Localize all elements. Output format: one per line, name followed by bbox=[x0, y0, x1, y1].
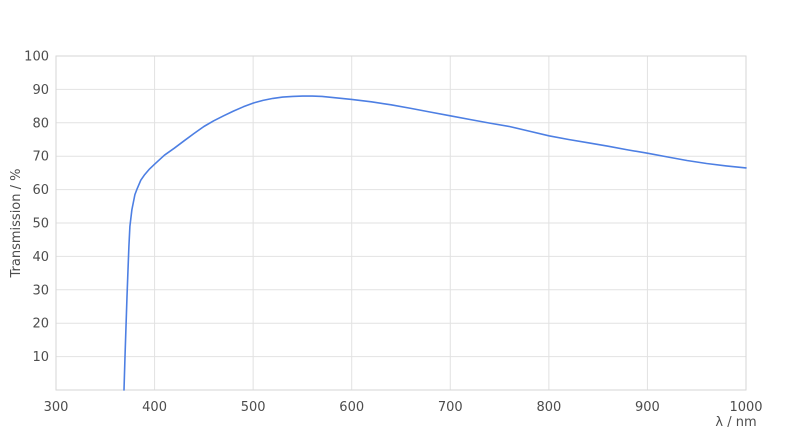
tick-labels: 300 400 500 600 700 800 900 1000 10 20 30 40 50 60 70 8… bbox=[24, 50, 762, 416]
y-tick-label: 100 bbox=[24, 50, 49, 65]
x-tick-label: 400 bbox=[142, 400, 167, 415]
x-axis-title: λ / nm bbox=[715, 415, 756, 430]
x-tick-label: 700 bbox=[438, 400, 463, 415]
y-tick-label: 80 bbox=[32, 116, 49, 131]
transmission-curve bbox=[123, 95, 747, 391]
x-tick-label: 600 bbox=[339, 400, 364, 415]
y-tick-label: 40 bbox=[32, 250, 49, 265]
grid-layer bbox=[55, 55, 747, 391]
x-tick-label: 900 bbox=[635, 400, 660, 415]
y-tick-label: 70 bbox=[32, 150, 49, 165]
x-tick-label: 1000 bbox=[729, 400, 762, 415]
y-tick-label: 10 bbox=[32, 350, 49, 365]
y-tick-label: 50 bbox=[32, 217, 49, 232]
x-tick-label: 800 bbox=[536, 400, 561, 415]
x-tick-label: 500 bbox=[241, 400, 266, 415]
y-tick-label: 90 bbox=[32, 83, 49, 98]
y-tick-label: 20 bbox=[32, 317, 49, 332]
y-tick-label: 30 bbox=[32, 283, 49, 298]
series-line-transmission bbox=[123, 95, 747, 391]
y-axis-title: Transmission / % bbox=[9, 169, 24, 279]
y-tick-label: 60 bbox=[32, 183, 49, 198]
plot-border bbox=[55, 55, 747, 391]
x-tick-label: 300 bbox=[44, 400, 69, 415]
